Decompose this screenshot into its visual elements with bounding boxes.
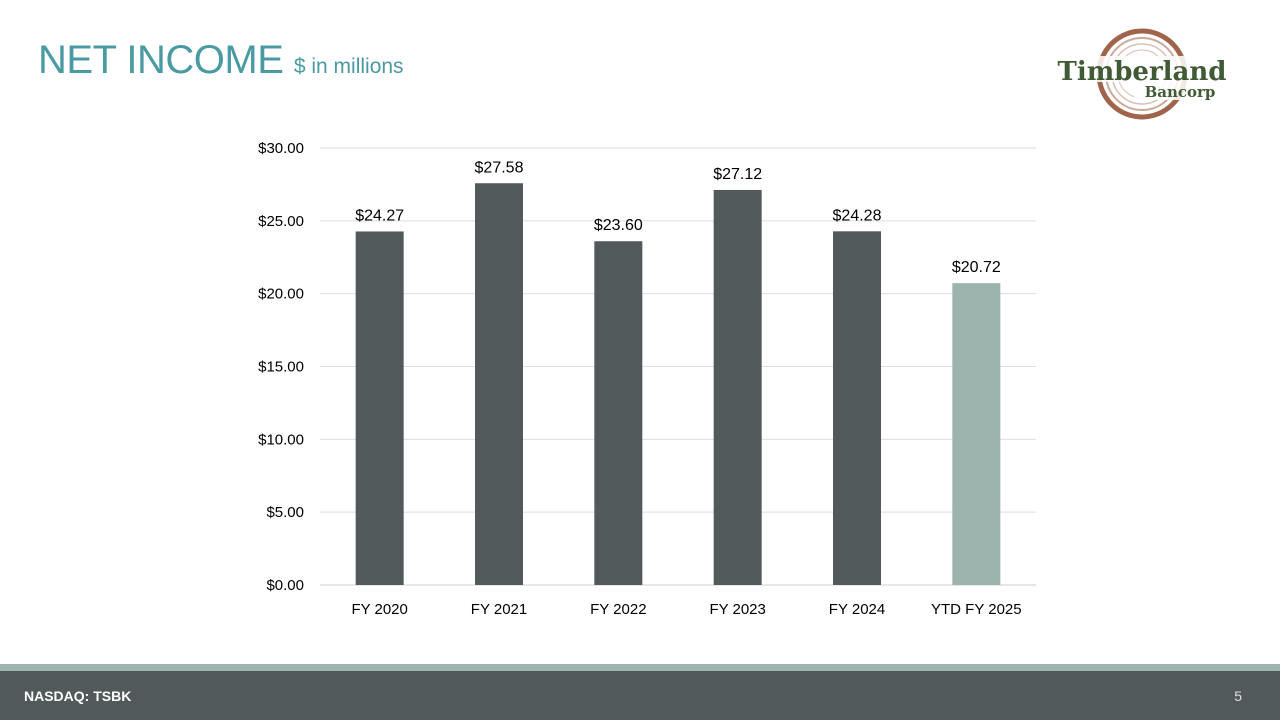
bar xyxy=(355,231,404,586)
y-axis-ticks: $0.00 $5.00 $10.00 $15.00 $20.00 $25.00 $30.00 xyxy=(258,140,304,594)
footer-bar: NASDAQ: TSBK 5 xyxy=(0,671,1280,720)
y-tick-label: $0.00 xyxy=(266,577,304,594)
x-tick-label: FY 2020 xyxy=(351,601,407,618)
bar-data-label: $27.58 xyxy=(475,159,524,176)
page-number: 5 xyxy=(1234,688,1242,704)
bar-data-label: $23.60 xyxy=(594,217,643,234)
x-tick-label: FY 2024 xyxy=(829,601,885,618)
bar-data-label: $20.72 xyxy=(952,259,1001,276)
bar-data-label: $24.28 xyxy=(833,207,882,224)
bar xyxy=(833,231,881,585)
x-tick-label: FY 2023 xyxy=(709,601,765,618)
x-tick-label: YTD FY 2025 xyxy=(931,601,1022,618)
bar xyxy=(594,241,643,585)
gridlines xyxy=(320,147,1036,586)
title-main: NET INCOME xyxy=(38,38,284,82)
bar-data-label: $27.12 xyxy=(713,166,762,183)
y-tick-label: $5.00 xyxy=(266,504,304,521)
timberland-logo: Timberland Bancorp xyxy=(1056,28,1228,120)
y-tick-label: $25.00 xyxy=(258,213,304,230)
data-labels: $24.27 $27.58 $23.60 $27.12 $24.28 $20.72 xyxy=(355,159,1001,276)
bar xyxy=(475,183,523,585)
x-tick-label: FY 2021 xyxy=(471,601,527,618)
y-tick-label: $20.00 xyxy=(258,286,304,303)
page-title: NET INCOME $ in millions xyxy=(38,38,404,83)
logo-sub: Bancorp xyxy=(1145,83,1216,101)
bars xyxy=(355,183,1001,586)
x-axis-ticks: FY 2020 FY 2021 FY 2022 FY 2023 FY 2024 YTD F… xyxy=(351,601,1021,618)
bar xyxy=(713,189,762,585)
bar-data-label: $24.27 xyxy=(355,207,404,224)
title-subtitle: $ in millions xyxy=(293,55,404,78)
bar xyxy=(952,283,1001,585)
footer-accent-strip xyxy=(0,664,1280,671)
y-tick-label: $30.00 xyxy=(258,140,304,157)
x-tick-label: FY 2022 xyxy=(590,601,646,618)
footer-ticker: NASDAQ: TSBK xyxy=(24,688,132,704)
logo-name: Timberland xyxy=(1058,57,1227,87)
y-tick-label: $15.00 xyxy=(258,359,304,376)
y-tick-label: $10.00 xyxy=(258,431,304,448)
